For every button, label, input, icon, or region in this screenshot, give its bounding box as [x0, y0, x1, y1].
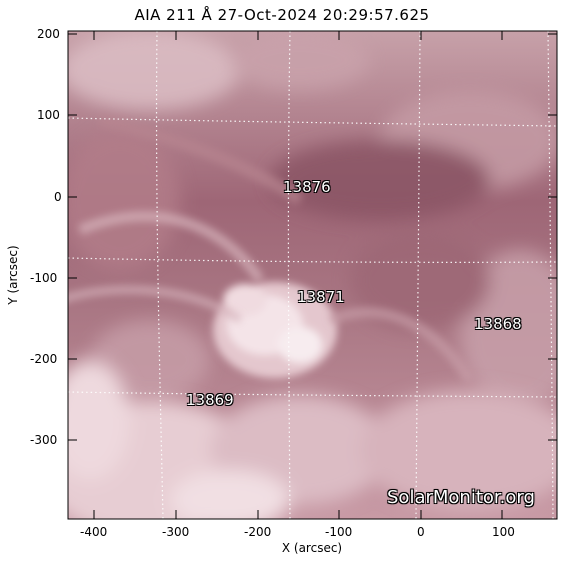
x-axis-label: X (arcsec): [281, 541, 343, 555]
heliographic-grid: [68, 31, 557, 519]
x-tick-label: 100: [492, 525, 515, 539]
y-tick-label: 200: [37, 27, 60, 41]
y-tick-label: -200: [30, 352, 58, 366]
y-tick-label: -300: [30, 433, 58, 447]
x-tick-label: -100: [325, 525, 353, 539]
y-axis-label: Y (arcsec): [6, 245, 20, 305]
active-region-label-13869: 13869: [186, 391, 234, 409]
active-region-core: [213, 282, 337, 378]
active-region-label-13868: 13868: [474, 315, 522, 333]
x-tick-label: -200: [244, 525, 272, 539]
solar-corona-image: [68, 31, 557, 519]
image-title: AIA 211 Å 27-Oct-2024 20:29:57.625: [134, 6, 430, 24]
active-region-label-13876: 13876: [283, 178, 331, 196]
y-tick-label: 0: [54, 190, 62, 204]
active-region-label-13871: 13871: [297, 288, 345, 306]
x-tick-label: -300: [162, 525, 190, 539]
x-tick-label: -400: [80, 525, 108, 539]
y-tick-label: 100: [37, 108, 60, 122]
y-axis-ticks: [68, 33, 557, 441]
x-axis-ticks: [93, 31, 503, 519]
y-tick-label: -100: [30, 271, 58, 285]
plot-frame: [67, 30, 558, 520]
solarmonitor-watermark: SolarMonitor.org: [387, 487, 535, 508]
x-tick-label: 0: [417, 525, 425, 539]
